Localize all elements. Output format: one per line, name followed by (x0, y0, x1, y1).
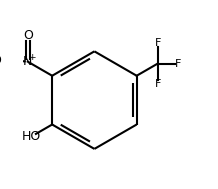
Text: O: O (23, 29, 33, 42)
Text: +: + (28, 53, 36, 62)
Text: N: N (23, 55, 32, 68)
Text: O: O (0, 54, 1, 67)
Text: F: F (155, 38, 161, 48)
Text: F: F (175, 59, 181, 69)
Text: F: F (155, 79, 161, 89)
Text: HO: HO (22, 130, 41, 143)
